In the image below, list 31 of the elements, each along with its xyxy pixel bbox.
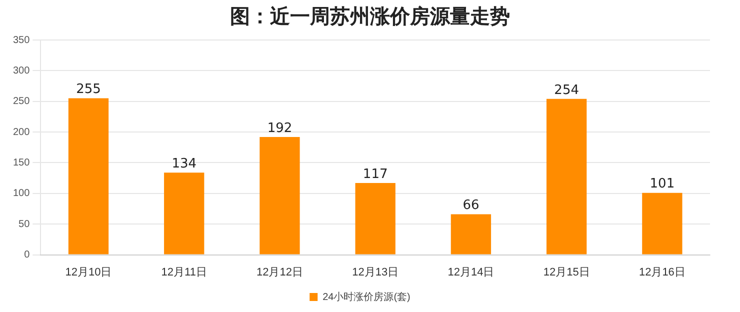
x-tick-label: 12月10日 [65, 266, 112, 278]
x-tick-label: 12月11日 [161, 266, 207, 278]
bar [68, 98, 109, 254]
bar [355, 182, 396, 254]
y-tick-label: 0 [24, 250, 30, 261]
data-label: 192 [267, 120, 292, 136]
y-tick-label: 50 [18, 218, 30, 230]
bar [546, 98, 587, 254]
bar [642, 192, 682, 254]
data-label: 117 [362, 166, 388, 182]
y-tick-label: 300 [12, 65, 30, 76]
y-tick-label: 250 [12, 96, 30, 108]
bar [164, 172, 204, 254]
x-tick-label: 12月14日 [448, 266, 494, 278]
y-tick-label: 150 [12, 157, 30, 168]
bar [260, 136, 300, 254]
x-tick-label: 12月16日 [638, 266, 686, 278]
data-label: 101 [650, 176, 675, 192]
data-label: 254 [554, 82, 579, 98]
data-label: 134 [172, 156, 197, 172]
y-tick-label: 350 [12, 34, 30, 46]
y-tick-label: 200 [12, 126, 30, 138]
data-label: 66 [462, 198, 480, 214]
legend-label: 24小时涨价房源(套) [322, 290, 410, 303]
x-tick-label: 12月15日 [543, 266, 590, 278]
data-label: 255 [76, 82, 101, 98]
x-tick-label: 12月13日 [352, 266, 399, 278]
x-tick-label: 12月12日 [256, 266, 303, 278]
bar [450, 214, 492, 254]
chart-title: 图：近一周苏州涨价房源量走势 [229, 3, 511, 30]
y-tick-label: 100 [12, 188, 30, 200]
